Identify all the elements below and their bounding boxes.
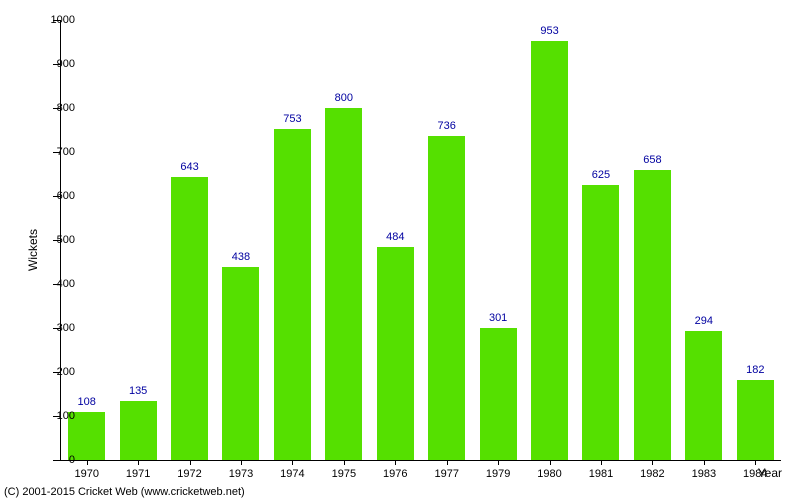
bar-slot: 9531980 bbox=[524, 20, 575, 460]
x-tick-label: 1974 bbox=[280, 468, 304, 480]
x-tick-label: 1980 bbox=[537, 468, 561, 480]
bar bbox=[685, 331, 722, 460]
y-tick-label: 600 bbox=[57, 190, 75, 202]
x-tick bbox=[447, 460, 448, 465]
bar-slot: 7531974 bbox=[267, 20, 318, 460]
bar-value-label: 658 bbox=[643, 154, 661, 166]
x-tick-label: 1981 bbox=[589, 468, 613, 480]
bar-value-label: 135 bbox=[129, 385, 147, 397]
x-tick bbox=[395, 460, 396, 465]
bar bbox=[428, 136, 465, 460]
bar-slot: 4841976 bbox=[370, 20, 421, 460]
bar-slot: 8001975 bbox=[318, 20, 369, 460]
bar-value-label: 301 bbox=[489, 312, 507, 324]
bar-slot: 4381973 bbox=[215, 20, 266, 460]
bar-value-label: 736 bbox=[438, 120, 456, 132]
bar bbox=[120, 401, 157, 460]
bar bbox=[480, 328, 517, 460]
bar-value-label: 800 bbox=[335, 92, 353, 104]
bar-slot: 6431972 bbox=[164, 20, 215, 460]
y-tick-label: 200 bbox=[57, 366, 75, 378]
bar bbox=[582, 185, 619, 460]
x-tick bbox=[652, 460, 653, 465]
y-tick-label: 500 bbox=[57, 234, 75, 246]
bar bbox=[634, 170, 671, 460]
x-tick bbox=[550, 460, 551, 465]
chart-container: 1081970135197164319724381973753197480019… bbox=[0, 0, 800, 500]
x-tick-label: 1973 bbox=[229, 468, 253, 480]
bar bbox=[737, 380, 774, 460]
y-axis-title: Wickets bbox=[26, 229, 40, 271]
x-tick-label: 1972 bbox=[177, 468, 201, 480]
bar bbox=[274, 129, 311, 460]
bar-value-label: 753 bbox=[283, 113, 301, 125]
bar bbox=[377, 247, 414, 460]
x-tick-label: 1983 bbox=[692, 468, 716, 480]
bar bbox=[531, 41, 568, 460]
y-tick-label: 300 bbox=[57, 322, 75, 334]
y-tick-label: 900 bbox=[57, 58, 75, 70]
bar-slot: 3011979 bbox=[472, 20, 523, 460]
x-tick bbox=[292, 460, 293, 465]
bar-value-label: 625 bbox=[592, 169, 610, 181]
x-tick bbox=[755, 460, 756, 465]
bar bbox=[171, 177, 208, 460]
bar-value-label: 953 bbox=[540, 25, 558, 37]
y-tick-label: 700 bbox=[57, 146, 75, 158]
x-tick bbox=[344, 460, 345, 465]
x-tick-label: 1976 bbox=[383, 468, 407, 480]
x-tick bbox=[241, 460, 242, 465]
bar bbox=[222, 267, 259, 460]
x-tick bbox=[498, 460, 499, 465]
bar-slot: 7361977 bbox=[421, 20, 472, 460]
x-tick-label: 1970 bbox=[74, 468, 98, 480]
bar bbox=[325, 108, 362, 460]
y-tick-label: 400 bbox=[57, 278, 75, 290]
bar-slot: 6581982 bbox=[627, 20, 678, 460]
x-tick bbox=[87, 460, 88, 465]
bar-slot: 1351971 bbox=[112, 20, 163, 460]
bar-slot: 1821984 bbox=[730, 20, 781, 460]
bar-slot: 6251981 bbox=[575, 20, 626, 460]
x-axis-title: Year bbox=[758, 466, 782, 480]
x-tick bbox=[190, 460, 191, 465]
bar-slot: 2941983 bbox=[678, 20, 729, 460]
copyright-text: (C) 2001-2015 Cricket Web (www.cricketwe… bbox=[4, 486, 245, 498]
x-tick bbox=[601, 460, 602, 465]
x-tick-label: 1982 bbox=[640, 468, 664, 480]
bar-value-label: 182 bbox=[746, 364, 764, 376]
y-tick-label: 800 bbox=[57, 102, 75, 114]
y-tick-label: 1000 bbox=[51, 14, 75, 26]
x-tick bbox=[704, 460, 705, 465]
bar-value-label: 484 bbox=[386, 231, 404, 243]
y-tick-label: 0 bbox=[69, 454, 75, 466]
y-tick-label: 100 bbox=[57, 410, 75, 422]
x-tick-label: 1975 bbox=[332, 468, 356, 480]
bar-value-label: 643 bbox=[180, 161, 198, 173]
y-tick bbox=[53, 460, 61, 461]
x-tick-label: 1971 bbox=[126, 468, 150, 480]
bar-value-label: 294 bbox=[695, 315, 713, 327]
x-tick-label: 1977 bbox=[434, 468, 458, 480]
x-tick bbox=[138, 460, 139, 465]
bar-value-label: 438 bbox=[232, 251, 250, 263]
bar-value-label: 108 bbox=[78, 396, 96, 408]
plot-area: 1081970135197164319724381973753197480019… bbox=[60, 20, 781, 461]
x-tick-label: 1979 bbox=[486, 468, 510, 480]
